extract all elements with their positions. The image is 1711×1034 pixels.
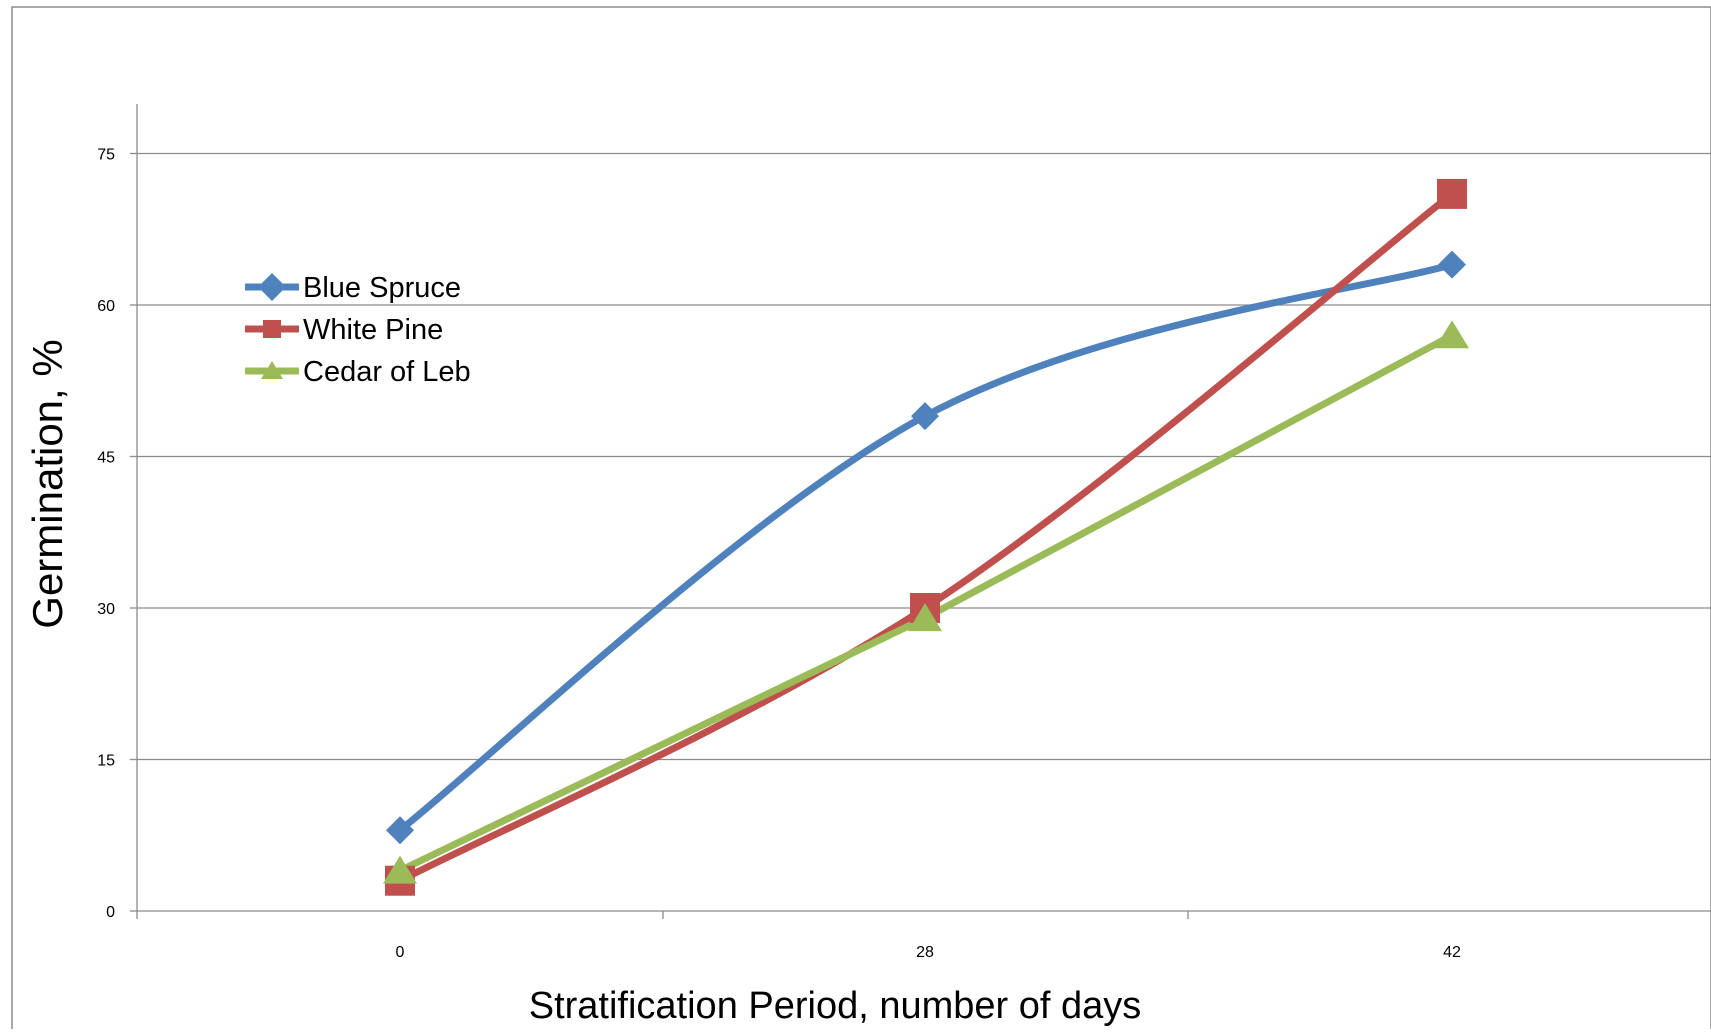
- legend-marker-blue-spruce: [258, 273, 286, 301]
- legend-marker-cedar-of-leb: [261, 361, 283, 379]
- data-point-blue-spruce-0: [386, 816, 414, 845]
- legend: Blue Spruce White Pine Cedar of Leb: [245, 272, 471, 388]
- gridlines: [137, 152, 1711, 761]
- y-tick-label-15: 15: [97, 753, 115, 770]
- x-tick-label-0: 0: [396, 944, 405, 961]
- data-point-cedar-of-leb-42: [1435, 320, 1469, 349]
- data-point-cedar-of-leb-28: [908, 603, 942, 632]
- legend-label-cedar-of-leb: Cedar of Leb: [303, 356, 471, 388]
- data-point-blue-spruce-42: [1438, 250, 1466, 279]
- legend-item-blue-spruce: Blue Spruce: [245, 272, 461, 304]
- legend-item-white-pine: White Pine: [245, 314, 443, 346]
- x-tick-label-42: 42: [1443, 944, 1461, 961]
- legend-marker-white-pine: [263, 320, 281, 338]
- series-markers: [383, 178, 1469, 896]
- y-tick-label-75: 75: [97, 147, 115, 164]
- x-tick-labels: 0 28 42: [396, 944, 1461, 961]
- y-tick-label-45: 45: [97, 450, 115, 467]
- y-tick-label-30: 30: [97, 601, 115, 618]
- y-tick-labels: 0 15 30 45 60 75: [97, 147, 115, 922]
- legend-label-blue-spruce: Blue Spruce: [303, 272, 461, 304]
- data-point-blue-spruce-28: [911, 402, 939, 431]
- axes: [130, 104, 1711, 919]
- y-tick-label-0: 0: [106, 904, 115, 921]
- x-tick-label-28: 28: [916, 944, 934, 961]
- data-point-white-pine-42: [1437, 178, 1467, 209]
- x-axis-title: Stratification Period, number of days: [529, 985, 1142, 1027]
- y-tick-label-60: 60: [97, 298, 115, 315]
- legend-item-cedar-of-leb: Cedar of Leb: [245, 356, 471, 388]
- legend-label-white-pine: White Pine: [303, 314, 443, 346]
- chart-border: [11, 6, 1711, 1034]
- y-axis-title: Germination, %: [24, 339, 71, 628]
- data-point-cedar-of-leb-0: [383, 855, 417, 884]
